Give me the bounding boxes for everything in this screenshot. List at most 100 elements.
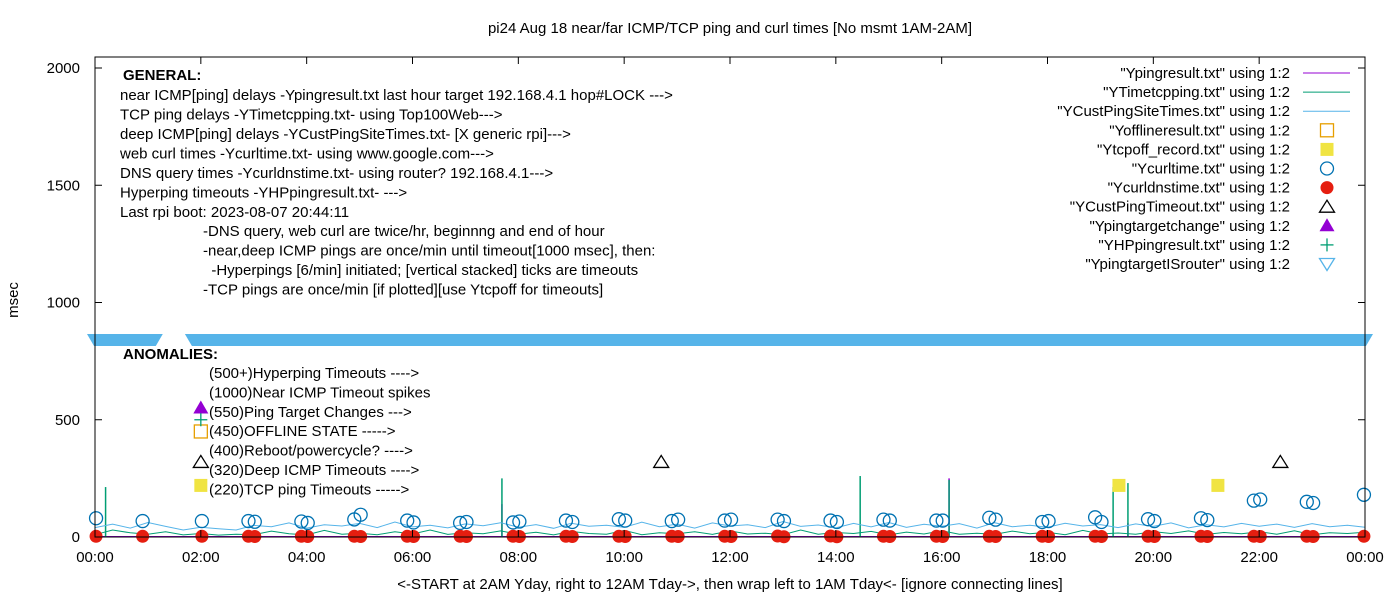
data-point [558, 513, 574, 528]
data-point [1271, 454, 1290, 469]
y-tick-label: 500 [55, 412, 80, 429]
data-point [770, 512, 785, 527]
data-point [193, 424, 208, 439]
data-point [829, 514, 845, 530]
anomaly-line: (220)TCP ping Timeouts -----> [209, 481, 409, 498]
chart-title: pi24 Aug 18 near/far ICMP/TCP ping and c… [488, 20, 972, 37]
data-point [1140, 512, 1156, 527]
legend-swatch [1320, 181, 1334, 195]
data-point [400, 513, 415, 528]
x-tick-label: 14:00 [817, 549, 855, 566]
y-tick-label: 2000 [47, 60, 80, 77]
data-point [1094, 514, 1109, 530]
legend-label: "Ycurltime.txt" using 1:2 [1132, 161, 1290, 178]
data-point [88, 511, 104, 526]
data-point [1356, 487, 1372, 502]
legend-label: "Yofflineresult.txt" using 1:2 [1109, 122, 1290, 139]
data-point [1246, 493, 1262, 508]
legend-label: "YHPpingresult.txt" using 1:2 [1098, 237, 1290, 254]
data-point [247, 514, 262, 529]
data-point [353, 507, 368, 522]
anomaly-line: (450)OFFLINE STATE -----> [209, 423, 396, 440]
data-point [670, 512, 686, 527]
legend-swatch [1320, 142, 1334, 156]
data-point [136, 529, 150, 543]
legend-swatch [1320, 238, 1334, 252]
general-note: -DNS query, web curl are twice/hr, begin… [203, 223, 605, 240]
annotation-text: GENERAL: near ICMP[ping] delays -Ypingres… [119, 67, 673, 498]
data-point [1112, 478, 1126, 492]
data-point [988, 512, 1003, 527]
general-line: web curl times -Ycurltime.txt- using www… [119, 146, 494, 163]
anomalies-heading: ANOMALIES: [123, 346, 218, 363]
data-point [1305, 495, 1321, 511]
data-point [452, 515, 468, 531]
data-point [717, 513, 732, 528]
x-tick-label: 16:00 [923, 549, 961, 566]
data-point [194, 513, 210, 529]
x-tick-label: 10:00 [605, 549, 643, 566]
legend-label: "Ycurldnstime.txt" using 1:2 [1108, 180, 1290, 197]
x-tick-label: 00:00 [1346, 549, 1384, 566]
series-8 [193, 400, 209, 414]
series-7 [192, 454, 1290, 469]
data-point [776, 513, 792, 529]
y-axis-label: msec [5, 282, 22, 318]
series-10 [87, 334, 1373, 347]
legend-swatch [1318, 257, 1336, 272]
data-point [1041, 513, 1056, 529]
legend-swatch [1318, 198, 1336, 213]
x-tick-label: 00:00 [76, 549, 114, 566]
data-point [1211, 478, 1225, 492]
data-point [300, 515, 315, 531]
data-point [876, 512, 891, 527]
general-note: -TCP pings are once/min [if plotted][use… [203, 282, 603, 299]
data-point [823, 513, 838, 528]
data-point [982, 510, 997, 525]
anomaly-line: (320)Deep ICMP Timeouts ----> [209, 462, 419, 479]
x-tick-label: 22:00 [1240, 549, 1278, 566]
legend-swatch [1319, 218, 1335, 232]
legend-label: "YCustPingSiteTimes.txt" using 1:2 [1057, 103, 1290, 120]
general-heading: GENERAL: [123, 67, 201, 84]
y-tick-label: 1000 [47, 295, 80, 312]
x-tick-label: 06:00 [394, 549, 432, 566]
axes: 00:00 02:00 04:00 06:00 08:00 10:00 12:00 14:00… [47, 57, 1384, 566]
data-point [565, 514, 580, 530]
legend-swatch [1319, 123, 1335, 138]
data-point [1357, 529, 1371, 543]
data-point [459, 514, 474, 530]
legend-label: "YpingtargetISrouter" using 1:2 [1085, 256, 1290, 273]
data-point [1253, 492, 1268, 507]
legend-label: "Ytcpoff_record.txt" using 1:2 [1097, 141, 1290, 158]
legend-label: "Ypingresult.txt" using 1:2 [1120, 65, 1290, 82]
data-point [723, 512, 739, 527]
legend-label: "YCustPingTimeout.txt" using 1:2 [1070, 199, 1290, 216]
data-point [1035, 514, 1050, 530]
x-tick-label: 12:00 [711, 549, 749, 566]
data-point [505, 515, 521, 530]
series-9 [194, 413, 208, 427]
x-tick-label: 04:00 [288, 549, 326, 566]
data-point [882, 513, 897, 528]
data-point [618, 513, 633, 528]
data-point [195, 529, 209, 543]
data-point [652, 454, 670, 469]
data-point [89, 529, 103, 543]
general-line: deep ICMP[ping] delays -YCustPingSiteTim… [120, 126, 571, 143]
x-tick-label: 20:00 [1135, 549, 1173, 566]
data-point [935, 513, 950, 528]
data-point [929, 513, 944, 528]
general-note: -near,deep ICMP pings are once/min until… [203, 243, 655, 260]
data-point [192, 454, 210, 469]
series-3 [193, 424, 208, 439]
anomaly-line: (500+)Hyperping Timeouts ----> [209, 365, 419, 382]
general-note: -Hyperpings [6/min] initiated; [vertical… [203, 262, 638, 279]
router-target-band [184, 334, 1373, 347]
x-tick-label: 18:00 [1029, 549, 1067, 566]
anomaly-line: (400)Reboot/powercycle? ----> [209, 443, 413, 460]
data-point [241, 513, 256, 529]
data-point [194, 478, 208, 492]
data-point [1200, 512, 1215, 528]
series-5 [88, 487, 1372, 531]
